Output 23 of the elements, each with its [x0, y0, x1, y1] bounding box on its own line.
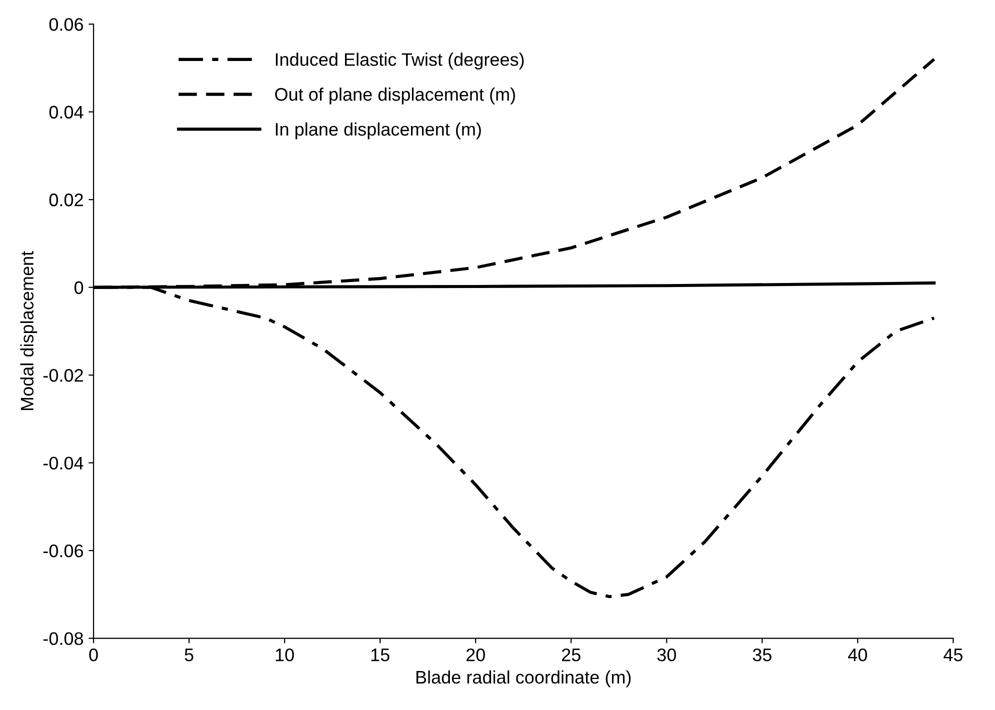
x-tick-label: 25 — [562, 648, 580, 662]
x-tick-label: 15 — [371, 648, 390, 662]
legend-label: Induced Elastic Twist (degrees) — [276, 52, 524, 70]
y-tick-label: 0 — [74, 281, 84, 294]
x-tick-label: 30 — [657, 648, 676, 662]
x-tick-label: 10 — [276, 648, 294, 662]
y-tick-label: -0.08 — [43, 632, 84, 646]
y-tick-label: 0.04 — [49, 106, 84, 119]
x-tick-label: 5 — [184, 648, 194, 662]
y-tick-label: -0.02 — [43, 369, 83, 382]
x-tick-label: 35 — [752, 648, 772, 662]
x-tick-label: 20 — [466, 648, 485, 662]
x-tick-label: 45 — [944, 648, 962, 662]
x-axis-title: Blade radial coordinate (m) — [416, 670, 631, 688]
y-tick-label: 0.02 — [49, 194, 83, 206]
legend-label: In plane displacement (m) — [276, 122, 481, 140]
legend-label: Out of plane displacement (m) — [275, 88, 515, 104]
y-tick-label: -0.04 — [43, 456, 84, 470]
y-tick-label: 0.06 — [49, 18, 84, 31]
y-axis-title: Modal displacement — [20, 251, 38, 410]
x-tick-label: 40 — [848, 648, 868, 662]
x-tick-label: 0 — [89, 648, 98, 662]
y-tick-label: -0.06 — [43, 544, 84, 558]
